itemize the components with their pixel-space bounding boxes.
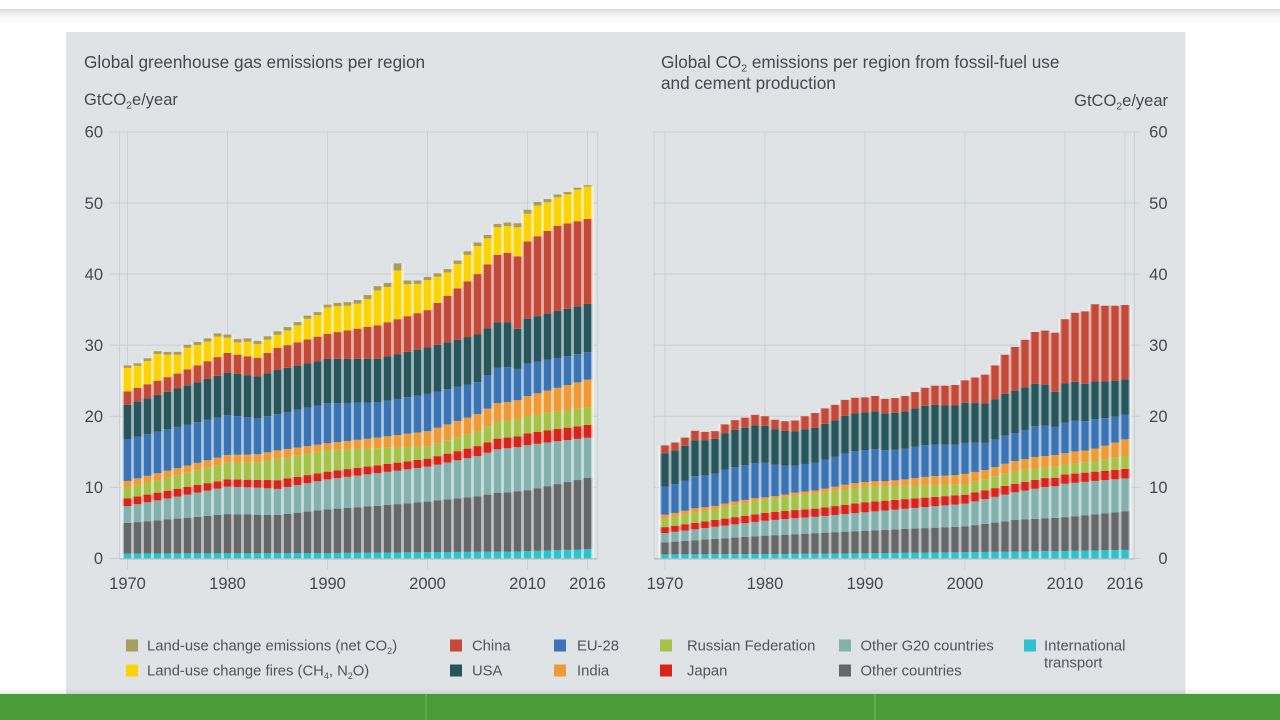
svg-text:1990: 1990	[309, 575, 346, 593]
svg-text:60: 60	[1149, 124, 1167, 142]
svg-text:China: China	[472, 639, 511, 655]
svg-text:30: 30	[85, 337, 103, 355]
svg-text:USA: USA	[472, 664, 503, 680]
svg-text:Land-use change emissions (net: Land-use change emissions (net CO2)	[147, 639, 397, 657]
svg-text:GtCO2e/year: GtCO2e/year	[1074, 92, 1168, 113]
svg-text:2000: 2000	[947, 575, 984, 593]
svg-text:40: 40	[1149, 266, 1167, 284]
svg-text:and cement production: and cement production	[661, 73, 836, 93]
svg-text:2010: 2010	[509, 575, 546, 593]
svg-text:10: 10	[1149, 479, 1167, 497]
svg-text:Other G20 countries: Other G20 countries	[861, 639, 994, 655]
svg-text:India: India	[577, 664, 610, 680]
svg-text:50: 50	[85, 195, 103, 213]
svg-text:10: 10	[85, 479, 103, 497]
svg-text:1990: 1990	[847, 575, 884, 593]
svg-text:1970: 1970	[109, 575, 146, 593]
svg-text:Russian Federation: Russian Federation	[687, 639, 815, 655]
svg-text:2016: 2016	[1107, 575, 1144, 593]
svg-text:Japan: Japan	[687, 664, 727, 680]
svg-text:Global CO2 emissions per regio: Global CO2 emissions per region from fos…	[661, 52, 1059, 75]
svg-text:1970: 1970	[647, 575, 684, 593]
svg-text:50: 50	[1149, 195, 1167, 213]
svg-text:EU-28: EU-28	[577, 639, 619, 655]
svg-text:1980: 1980	[747, 575, 784, 593]
svg-text:1980: 1980	[209, 575, 246, 593]
svg-text:Other countries: Other countries	[861, 664, 962, 680]
svg-text:0: 0	[1158, 550, 1167, 568]
svg-text:transport: transport	[1044, 656, 1102, 672]
svg-text:GtCO2e/year: GtCO2e/year	[84, 91, 178, 112]
svg-text:2016: 2016	[569, 575, 606, 593]
svg-text:Global greenhouse gas emission: Global greenhouse gas emissions per regi…	[84, 52, 425, 72]
svg-text:Land-use change fires (CH4, N2: Land-use change fires (CH4, N2O)	[147, 664, 369, 682]
svg-text:20: 20	[85, 408, 103, 426]
svg-text:2000: 2000	[409, 575, 446, 593]
svg-text:20: 20	[1149, 408, 1167, 426]
svg-text:40: 40	[85, 266, 103, 284]
svg-text:60: 60	[85, 124, 103, 142]
svg-text:2010: 2010	[1047, 575, 1084, 593]
svg-text:0: 0	[94, 550, 103, 568]
svg-text:30: 30	[1149, 337, 1167, 355]
svg-text:International: International	[1044, 639, 1125, 655]
